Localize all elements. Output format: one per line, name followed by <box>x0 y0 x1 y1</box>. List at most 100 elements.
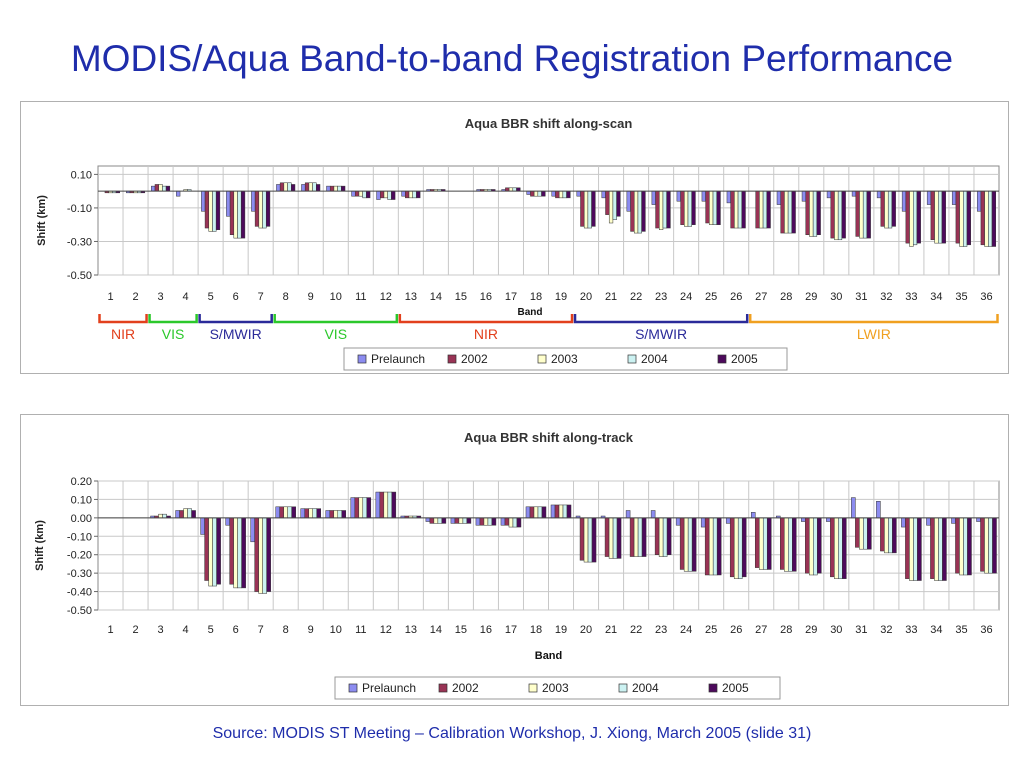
along-track-bar-2004-band-22 <box>637 517 643 557</box>
along-scan-bar-2003-band-3 <box>158 184 163 192</box>
along-track-bar-prelaunch-band-6 <box>225 517 230 526</box>
along-track-bar-2005-band-31 <box>867 517 872 550</box>
along-track-x-tick-label: 21 <box>605 624 617 636</box>
along-scan-bar-2004-band-12 <box>387 190 392 200</box>
along-track-x-tick-label: 12 <box>380 624 392 636</box>
along-track-bar-prelaunch-band-26 <box>725 517 731 524</box>
along-track-bar-prelaunch-band-14 <box>425 517 431 522</box>
along-track-legend-label: 2002 <box>452 681 479 695</box>
along-scan-x-tick-label: 5 <box>208 291 214 303</box>
along-track-bar-2005-band-32 <box>892 517 897 554</box>
along-scan-legend-swatch <box>537 354 547 364</box>
along-track-bar-2005-band-18 <box>541 506 547 519</box>
along-track-bar-2005-band-15 <box>466 517 472 524</box>
along-track-bar-2004-band-21 <box>612 517 618 559</box>
along-track-x-axis-label: Band <box>535 650 563 662</box>
along-track-x-tick-label: 32 <box>880 624 892 636</box>
along-scan-bar-2002-band-35 <box>955 190 960 244</box>
along-track-bar-2004-band-9 <box>312 508 317 519</box>
along-track-bar-2004-band-15 <box>462 517 468 524</box>
along-track-bar-2002-band-19 <box>554 504 560 519</box>
along-scan-x-tick-label: 23 <box>655 291 667 303</box>
along-track-x-tick-label: 9 <box>308 624 314 636</box>
along-track-bar-2004-band-17 <box>512 517 518 528</box>
along-track-legend-swatch <box>528 683 538 693</box>
along-scan-bar-2003-band-9 <box>308 182 313 192</box>
band-group-bracket <box>98 314 148 324</box>
along-scan-bar-2002-band-28 <box>780 190 785 234</box>
along-scan-bar-2005-band-13 <box>416 190 421 199</box>
along-scan-bar-2002-band-12 <box>380 190 385 199</box>
along-track-x-tick-label: 14 <box>430 624 442 636</box>
along-scan-bar-2003-band-11 <box>358 190 363 197</box>
along-track-legend <box>334 676 781 700</box>
along-track-bar-2002-band-10 <box>329 510 335 519</box>
along-track-x-tick-label: 13 <box>405 624 417 636</box>
along-scan-bar-2004-band-19 <box>562 190 567 199</box>
along-track-bar-2003-band-12 <box>383 491 389 519</box>
along-scan-bar-2005-band-25 <box>716 190 721 225</box>
along-track-y-tick-label: -0.50 <box>67 605 92 617</box>
along-track-y-tick-label: -0.10 <box>67 531 92 543</box>
along-track-x-tick-label: 36 <box>980 624 992 636</box>
along-scan-bar-2005-band-31 <box>866 190 871 239</box>
along-scan-bar-2002-band-3 <box>154 184 159 192</box>
along-scan-bar-2004-band-21 <box>612 190 617 220</box>
along-scan-bar-2003-band-27 <box>759 190 764 229</box>
along-track-bar-2004-band-33 <box>913 517 918 581</box>
along-scan-bar-2004-band-5 <box>212 190 217 232</box>
along-track-bar-2002-band-4 <box>179 510 184 519</box>
along-track-bar-2003-band-9 <box>308 508 313 519</box>
along-track-bar-2002-band-25 <box>704 517 710 576</box>
along-scan-bar-2004-band-25 <box>712 190 717 225</box>
along-track-bar-prelaunch-band-34 <box>926 517 931 526</box>
along-track-bar-2005-band-21 <box>616 517 622 559</box>
along-track-bar-2003-band-22 <box>633 517 639 557</box>
along-scan-bar-2005-band-26 <box>741 190 746 229</box>
along-scan-bar-prelaunch-band-24 <box>676 190 681 202</box>
along-track-bar-prelaunch-band-24 <box>675 517 681 526</box>
along-track-bar-2004-band-27 <box>762 517 768 570</box>
along-track-bar-2004-band-23 <box>662 517 668 557</box>
along-scan-bar-2004-band-32 <box>887 190 893 229</box>
along-scan-x-tick-label: 28 <box>780 291 792 303</box>
along-scan-bar-2002-band-27 <box>755 190 760 229</box>
along-scan-bar-2002-band-6 <box>229 190 235 236</box>
along-scan-bar-2003-band-34 <box>934 190 939 244</box>
along-track-bar-2005-band-16 <box>491 517 497 526</box>
along-scan-x-tick-label: 18 <box>530 291 542 303</box>
along-track-bar-2003-band-16 <box>483 517 489 526</box>
along-track-bar-2004-band-26 <box>737 517 743 579</box>
along-track-legend-label: Prelaunch <box>362 681 416 695</box>
along-scan-bar-2002-band-22 <box>630 190 635 232</box>
band-group-label: VIS <box>324 326 347 342</box>
along-scan-bar-2004-band-34 <box>938 190 943 244</box>
along-scan-bar-2005-band-8 <box>291 184 296 192</box>
along-track-bar-2005-band-4 <box>191 510 196 519</box>
along-track-bar-2003-band-10 <box>333 510 339 519</box>
along-scan-x-tick-label: 14 <box>430 291 442 303</box>
along-track-bar-2004-band-34 <box>938 517 943 581</box>
along-track-x-tick-label: 18 <box>530 624 542 636</box>
along-track-bar-2005-band-11 <box>366 497 372 519</box>
along-track-x-tick-label: 19 <box>555 624 567 636</box>
along-track-bar-2002-band-20 <box>579 517 585 561</box>
along-scan-bar-2003-band-30 <box>834 190 839 241</box>
band-group-label: NIR <box>474 326 498 342</box>
along-track-bar-prelaunch-band-4 <box>175 510 180 519</box>
along-track-bar-2005-band-22 <box>641 517 647 557</box>
along-scan-bar-2002-band-31 <box>855 190 860 237</box>
band-group-label: LWIR <box>857 326 891 342</box>
along-track-bar-2002-band-24 <box>679 517 685 570</box>
along-scan-bar-prelaunch-band-3 <box>151 185 156 192</box>
along-scan-bar-2003-band-13 <box>408 190 413 199</box>
along-scan-x-tick-label: 16 <box>480 291 492 303</box>
along-track-bar-2003-band-19 <box>558 504 564 519</box>
along-track-bar-2004-band-3 <box>162 513 167 519</box>
along-track-bar-2002-band-16 <box>479 517 485 526</box>
along-scan-bar-2003-band-29 <box>809 190 814 237</box>
along-track-bar-2002-band-35 <box>955 517 960 574</box>
along-scan-bar-2004-band-26 <box>737 190 743 229</box>
along-scan-chart: Aqua BBR shift along-scan 0.10 -0.10 -0.30 -… <box>20 101 1009 374</box>
along-scan-x-tick-label: 35 <box>955 291 967 303</box>
